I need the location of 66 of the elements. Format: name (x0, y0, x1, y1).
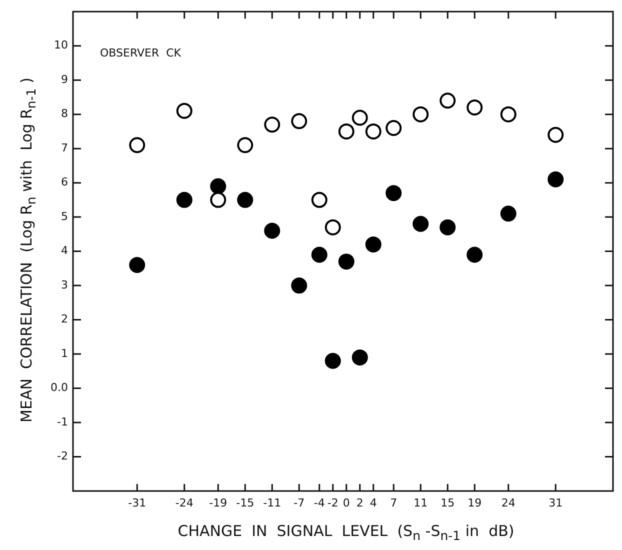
point (352, 110, 368, 126)
point (129, 256, 146, 273)
point (176, 192, 192, 208)
point (365, 236, 382, 252)
point (412, 106, 429, 122)
point (291, 113, 308, 130)
y-tick-label: 1 (61, 346, 68, 360)
y-tick-label: 4 (61, 244, 68, 258)
y-tick-label: 3 (61, 278, 68, 292)
point (176, 102, 192, 119)
point (129, 137, 146, 154)
x-tick-label: 19 (468, 496, 482, 510)
point (311, 192, 328, 208)
x-tick-label: -2 (327, 496, 338, 510)
point (466, 246, 483, 263)
point (500, 206, 516, 222)
x-tick-label: -4 (314, 496, 325, 510)
point (210, 192, 226, 208)
point (291, 278, 308, 294)
point (365, 123, 382, 140)
y-tick-label: -2 (57, 450, 68, 463)
point (237, 137, 254, 154)
y-tick-label: 2 (61, 312, 68, 326)
point (500, 106, 516, 122)
point (264, 116, 280, 133)
x-tick-label: -15 (236, 496, 254, 510)
point (548, 126, 564, 143)
x-tick-label: -19 (209, 496, 228, 510)
y-tick-label: 7 (61, 141, 68, 154)
point (386, 185, 402, 202)
point (548, 171, 564, 188)
y-tick-label: 0.0 (50, 381, 68, 394)
point (466, 99, 483, 116)
x-tick-label: 31 (548, 496, 563, 510)
point (412, 216, 429, 232)
point (324, 352, 341, 369)
y-tick-label: 10 (54, 38, 68, 52)
x-tick-label: 4 (370, 496, 377, 510)
point (237, 192, 254, 208)
x-axis-title: CHANGE IN SIGNAL LEVEL (S$_{n}$ -S$_{n-1}$ in dB) (176, 522, 516, 543)
x-tick-label: -7 (294, 496, 305, 510)
point (264, 222, 280, 239)
y-tick-label: 8 (61, 107, 68, 120)
point (440, 92, 456, 109)
x-tick-label: -24 (175, 496, 194, 510)
x-tick-label: -31 (128, 496, 146, 510)
point (311, 246, 328, 263)
point (440, 219, 456, 236)
annotation: OBSERVER CK (100, 46, 182, 60)
x-tick-label: 15 (440, 496, 455, 510)
point (210, 178, 226, 194)
point (338, 254, 354, 270)
x-tick-label: -11 (263, 496, 282, 510)
point (324, 219, 341, 236)
x-tick-label: 11 (414, 496, 428, 510)
x-tick-label: 2 (356, 496, 364, 510)
x-tick-label: 24 (501, 496, 516, 510)
point (386, 120, 402, 136)
point (352, 349, 368, 366)
point (338, 123, 354, 140)
y-tick-label: 9 (61, 72, 68, 86)
y-tick-label: 5 (61, 210, 68, 223)
x-tick-label: 7 (390, 496, 398, 510)
y-tick-label: 6 (61, 176, 68, 189)
y-tick-label: -1 (57, 415, 68, 428)
x-tick-label: 0 (342, 496, 350, 510)
